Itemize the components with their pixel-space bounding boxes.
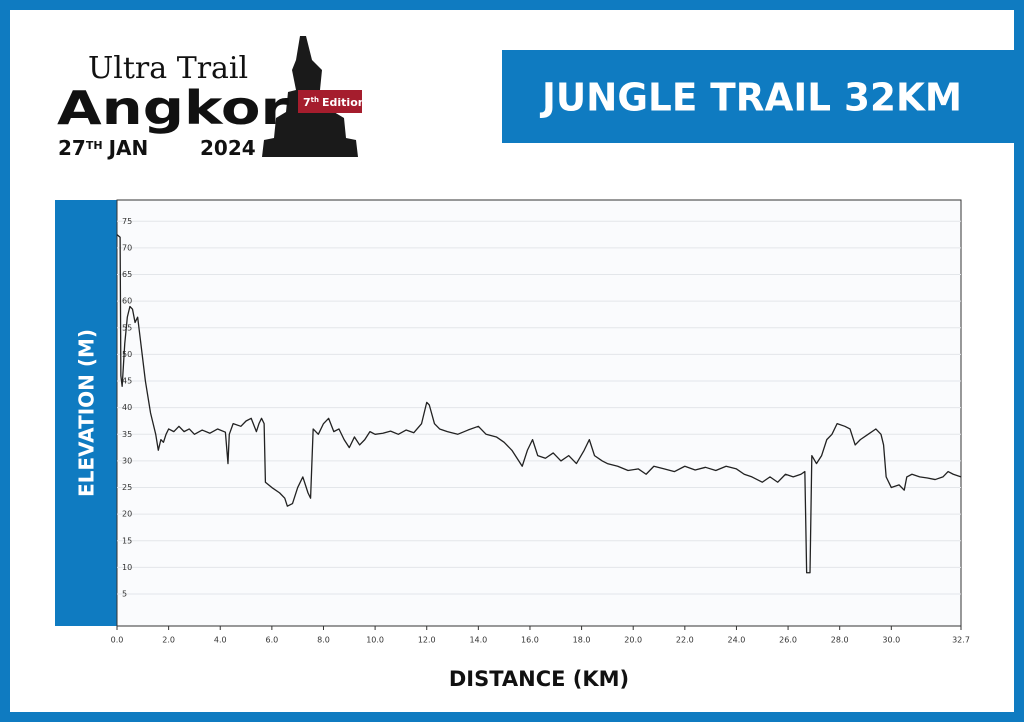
y-tick-label: 25 [122, 483, 132, 492]
x-tick-label: 4.0 [214, 636, 227, 645]
y-tick-label: 55 [122, 323, 132, 332]
x-tick-label: 10.0 [366, 636, 384, 645]
x-tick-label: 2.0 [162, 636, 175, 645]
x-tick-label: 18.0 [573, 636, 591, 645]
x-tick-label: 28.0 [831, 636, 849, 645]
x-tick-label: 20.0 [624, 636, 642, 645]
title-box [502, 50, 1014, 143]
x-tick-label: 30.0 [882, 636, 900, 645]
x-tick-label: 0.0 [111, 636, 124, 645]
logo: Ultra Trail Angkor 7th Edition 27TH JAN 20… [57, 36, 366, 160]
logo-line2: Angkor [57, 81, 289, 135]
plot: 5 10 15 20 25 30 35 40 45 50 55 60 65 70 75 0.0 2.0 4.0 6.… [111, 217, 970, 645]
y-tick-label: 10 [122, 563, 132, 572]
logo-line1: Ultra Trail [88, 51, 248, 86]
y-axis-label: ELEVATION (M) [75, 329, 99, 497]
edition-badge [298, 90, 362, 113]
x-tick-label: 12.0 [418, 636, 436, 645]
y-tick-label: 75 [122, 217, 132, 226]
x-axis-label: DISTANCE (KM) [449, 667, 629, 691]
plot-area [116, 199, 962, 627]
x-tick-label: 32.7 [952, 636, 970, 645]
y-tick-label: 40 [122, 403, 132, 412]
x-tick-label: 8.0 [317, 636, 330, 645]
y-label-band [55, 200, 117, 626]
x-tick-label: 6.0 [265, 636, 278, 645]
edition-number: 7 [303, 96, 311, 109]
x-tick-label: 22.0 [676, 636, 694, 645]
date: 27TH JAN [58, 136, 148, 160]
month: JAN [107, 136, 149, 160]
year: 2024 [200, 136, 256, 160]
y-tick-label: 35 [122, 430, 132, 439]
y-tick-label: 20 [122, 510, 132, 519]
x-tick-label: 24.0 [728, 636, 746, 645]
edition: 7th Edition [303, 96, 366, 109]
x-tick-label: 14.0 [469, 636, 487, 645]
edition-word: Edition [322, 96, 366, 109]
y-tick-label: 50 [122, 350, 132, 359]
y-tick-label: 15 [122, 536, 132, 545]
x-tick-label: 16.0 [521, 636, 539, 645]
edition-suffix: th [311, 96, 319, 104]
y-tick-label: 5 [122, 590, 127, 599]
y-tick-label: 60 [122, 297, 132, 306]
chart-title: JUNGLE TRAIL 32KM [539, 76, 962, 120]
elevation-line [116, 234, 962, 574]
y-tick-label: 65 [122, 270, 132, 279]
x-tick-label: 26.0 [779, 636, 797, 645]
y-tick-label: 30 [122, 456, 132, 465]
day: 27 [58, 136, 86, 160]
day-suffix: TH [86, 139, 103, 152]
y-tick-label: 45 [122, 377, 132, 386]
y-tick-label: 70 [122, 243, 132, 252]
